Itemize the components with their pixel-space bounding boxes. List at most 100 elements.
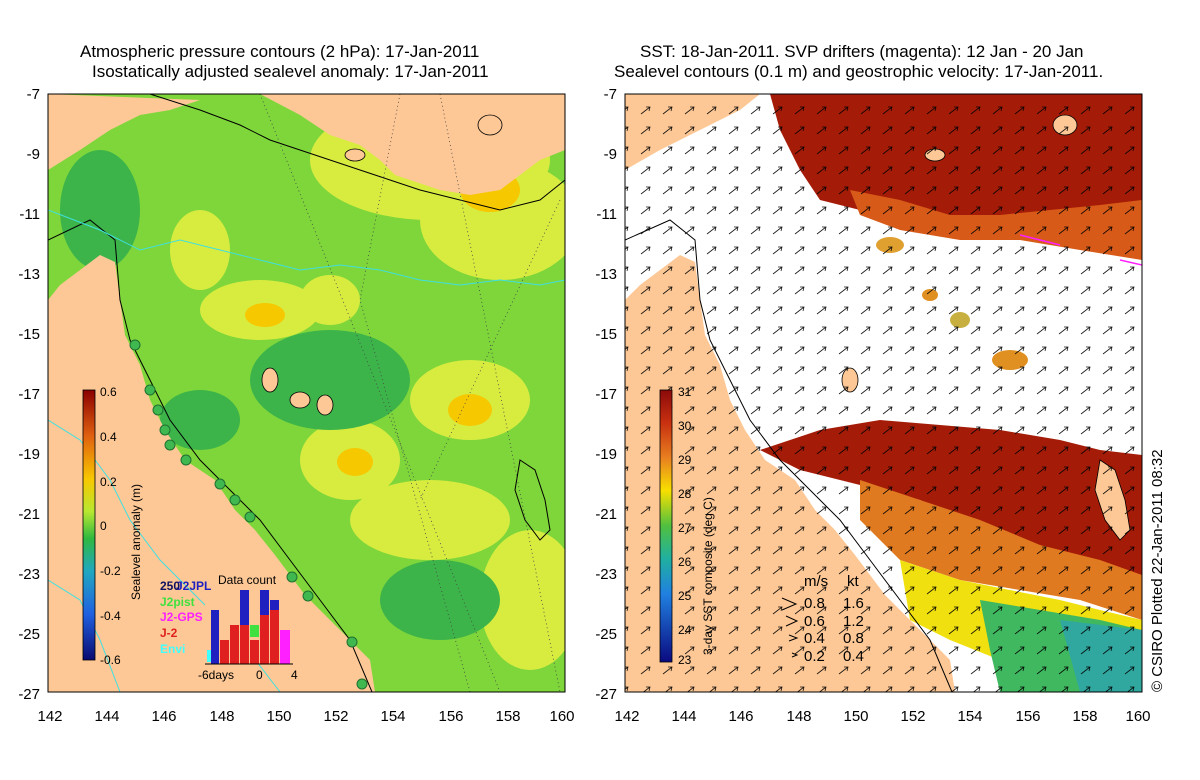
sst-tick-3: 28 <box>678 487 692 501</box>
sla-tick-2: 0.2 <box>100 475 117 489</box>
left-ytick: -25 <box>18 626 40 643</box>
right-xtick: 156 <box>1015 708 1040 725</box>
legend-j2jpl: J2JPL <box>176 579 211 593</box>
right-xtick: 148 <box>786 708 811 725</box>
australia-land-left <box>48 255 375 692</box>
left-xtick: 150 <box>266 708 291 725</box>
right-ytick: -21 <box>595 506 617 523</box>
left-x-axis: 142 144 146 148 150 152 154 156 158 160 <box>37 708 574 725</box>
speed-arrow-2 <box>788 634 799 642</box>
left-title-line1: Atmospheric pressure contours (2 hPa): 1… <box>80 42 480 61</box>
speed-ms-2: 0.4 <box>804 630 825 647</box>
data-count-x-right: 4 <box>291 668 298 682</box>
left-ytick: -21 <box>18 506 40 523</box>
data-count-title: Data count <box>218 573 277 587</box>
sst-tick-1: 30 <box>678 419 692 433</box>
right-ytick: -11 <box>596 206 617 223</box>
left-title-line2: Isostatically adjusted sealevel anomaly:… <box>92 62 489 81</box>
sst-colorbar-label: 3-day SST composite (deg C) <box>701 497 715 655</box>
drifter-dots <box>129 339 368 690</box>
left-xtick: 142 <box>37 708 62 725</box>
sst-tick-5: 26 <box>678 555 692 569</box>
speed-header-kt: kt <box>847 573 860 590</box>
speed-kt-1: 1.2 <box>843 613 864 630</box>
right-x-axis: 142 144 146 148 150 152 154 156 158 160 <box>614 708 1150 725</box>
sla-tick-0: 0.6 <box>100 385 117 399</box>
sst-tick-8: 23 <box>678 653 692 667</box>
right-ytick: -19 <box>595 446 617 463</box>
left-xtick: 146 <box>151 708 176 725</box>
right-map <box>625 94 1142 692</box>
right-xtick: 150 <box>843 708 868 725</box>
sla-tick-6: -0.6 <box>100 653 121 667</box>
left-ytick: -9 <box>27 146 40 163</box>
legend-count: 250 <box>160 579 180 593</box>
left-xtick: 158 <box>495 708 520 725</box>
left-ytick: -19 <box>18 446 40 463</box>
credit-text: © CSIRO Plotted 22-Jan-2011 08:32 <box>1149 449 1166 692</box>
right-ytick: -17 <box>595 386 617 403</box>
right-xtick: 142 <box>614 708 639 725</box>
sst-tick-6: 25 <box>678 589 692 603</box>
speed-ms-3: 0.2 <box>804 648 825 665</box>
right-xtick: 152 <box>900 708 925 725</box>
legend-envi: Envi <box>160 642 185 656</box>
sla-tick-4: -0.2 <box>100 564 121 578</box>
data-count-bars <box>207 590 290 664</box>
drifter-track-magenta <box>1019 234 1142 266</box>
left-ytick: -11 <box>19 206 40 223</box>
png-outline-left <box>149 94 565 211</box>
right-ytick: -15 <box>595 326 617 343</box>
speed-header-ms: m/s <box>804 573 828 590</box>
speed-kt-2: 0.8 <box>843 630 864 647</box>
right-ytick: -27 <box>595 686 617 703</box>
right-xtick: 146 <box>728 708 753 725</box>
right-y-axis: -7 -9 -11 -13 -15 -17 -19 -21 -23 -25 -2… <box>595 86 617 703</box>
left-map <box>48 94 565 692</box>
left-ytick: -27 <box>18 686 40 703</box>
speed-arrow-0 <box>781 597 798 611</box>
right-ytick: -13 <box>595 266 617 283</box>
left-y-axis: -7 -9 -11 -13 -15 -17 -19 -21 -23 -25 -2… <box>18 86 40 703</box>
data-count-x-mid: 0 <box>256 668 263 682</box>
satellite-tracks <box>259 94 561 692</box>
sla-tick-1: 0.4 <box>100 430 117 444</box>
right-xtick: 158 <box>1072 708 1097 725</box>
legend-j2pist: J2pist <box>160 595 195 609</box>
left-ytick: -17 <box>18 386 40 403</box>
left-ytick: -15 <box>18 326 40 343</box>
left-xtick: 154 <box>380 708 405 725</box>
sla-tick-5: -0.4 <box>100 609 121 623</box>
legend-j2: J-2 <box>160 626 178 640</box>
sst-tick-4: 27 <box>678 521 692 535</box>
png-land-left <box>48 94 565 195</box>
right-ytick: -7 <box>604 86 617 103</box>
left-ytick: -13 <box>18 266 40 283</box>
sla-colorbar <box>82 389 96 661</box>
speed-ms-1: 0.6 <box>804 613 825 630</box>
speed-arrow-3 <box>791 652 799 658</box>
speed-kt-3: 0.4 <box>843 648 864 665</box>
sst-tick-2: 29 <box>678 453 692 467</box>
left-xtick: 156 <box>438 708 463 725</box>
right-ytick: -23 <box>595 566 617 583</box>
left-xtick: 160 <box>549 708 574 725</box>
speed-kt-0: 1.6 <box>843 595 864 612</box>
right-map-frame <box>624 93 1143 693</box>
right-ytick: -25 <box>595 626 617 643</box>
new-caledonia-outline <box>514 459 551 541</box>
right-title-line2: Sealevel contours (0.1 m) and geostrophi… <box>614 62 1104 81</box>
right-xtick: 154 <box>957 708 982 725</box>
legend-j2gps: J2-GPS <box>160 610 203 624</box>
island-chain-left <box>261 114 503 416</box>
sst-colorbar <box>659 389 673 663</box>
right-xtick: 144 <box>671 708 696 725</box>
speed-arrow-1 <box>785 615 799 627</box>
sla-colorbar-label: Sealevel anomaly (m) <box>129 484 143 600</box>
left-ytick: -7 <box>27 86 40 103</box>
sst-tick-0: 31 <box>678 385 692 399</box>
data-count-x-left: -6days <box>198 668 234 682</box>
geostrophic-velocity-arrows <box>625 94 1142 692</box>
left-ytick: -23 <box>18 566 40 583</box>
